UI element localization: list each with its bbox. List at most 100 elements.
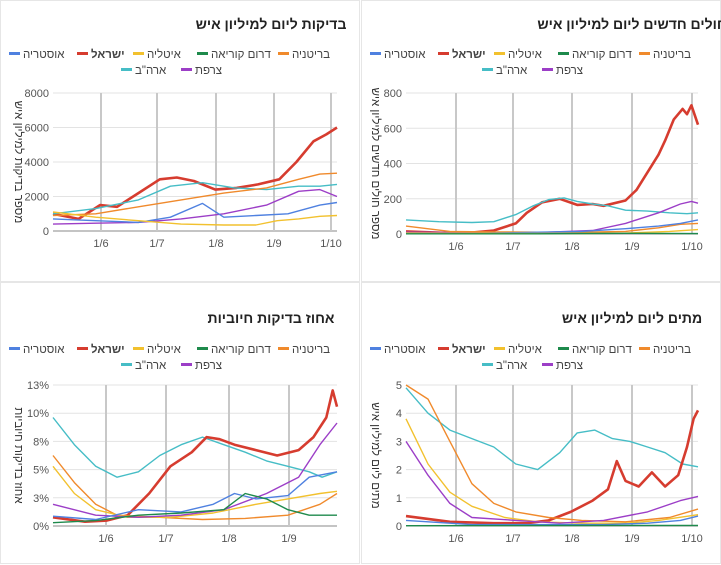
- legend-swatch: [370, 347, 381, 350]
- legend-item: ישראל: [438, 343, 486, 356]
- legend-label: בריטניה: [292, 49, 330, 61]
- legend-label: אוסטריה: [23, 49, 65, 61]
- y-tick-label: 8000: [25, 88, 49, 100]
- y-tick-label: 3%: [33, 493, 49, 505]
- legend-swatch: [197, 347, 208, 350]
- series-line-italy: [406, 419, 698, 523]
- x-tick-label: 1/7: [158, 533, 173, 545]
- legend-label: ישראל: [452, 48, 486, 61]
- legend-label: דרום קוריאה: [211, 344, 272, 356]
- legend-item: בריטניה: [278, 344, 330, 356]
- legend-label: איטליה: [147, 343, 182, 356]
- legend-swatch: [181, 68, 192, 71]
- y-tick-label: 0: [43, 226, 49, 238]
- legend-label: דרום קוריאה: [572, 344, 633, 356]
- legend-item: ישראל: [77, 343, 125, 356]
- legend-swatch: [133, 52, 144, 55]
- legend-item: אוסטריה: [370, 344, 426, 356]
- legend-label: צרפת: [556, 360, 583, 372]
- legend-item: דרום קוריאה: [558, 344, 633, 356]
- series-line-britain: [406, 223, 698, 232]
- legend-item: צרפת: [542, 360, 583, 372]
- y-axis-label: מתים ליום למיליון איש: [369, 402, 382, 508]
- legend-label: ארה"ב: [135, 360, 167, 372]
- legend-swatch: [9, 52, 20, 55]
- legend-item: אוסטריה: [9, 344, 65, 356]
- legend-swatch: [558, 347, 569, 350]
- legend-swatch: [494, 52, 505, 55]
- x-tick-label: 1/7: [505, 533, 520, 545]
- legend-item: בריטניה: [639, 344, 691, 356]
- legend-item: אוסטריה: [9, 49, 65, 61]
- legend-swatch: [197, 52, 208, 55]
- legend-label: ארה"ב: [496, 360, 528, 372]
- legend-item: ארה"ב: [482, 360, 528, 372]
- y-tick-label: 2: [396, 465, 402, 477]
- x-tick-label: 1/8: [221, 533, 236, 545]
- legend-swatch: [482, 363, 493, 366]
- series-line-israel: [53, 390, 337, 521]
- y-tick-label: 5: [396, 380, 402, 392]
- legend-label: בריטניה: [653, 344, 691, 356]
- legend-label: אוסטריה: [384, 49, 426, 61]
- y-tick-label: 6000: [25, 123, 49, 135]
- x-tick-label: 1/9: [266, 238, 281, 250]
- y-tick-label: 10%: [27, 408, 49, 420]
- y-tick-label: 200: [384, 194, 402, 206]
- y-axis-label: מספר בדיקות למיליון איש: [12, 101, 25, 223]
- x-tick-label: 1/10: [681, 533, 702, 545]
- chart-title: מתים ליום למיליון איש: [562, 310, 702, 326]
- legend-item: בריטניה: [278, 49, 330, 61]
- y-tick-label: 4: [396, 408, 402, 420]
- x-tick-label: 1/7: [505, 241, 520, 253]
- legend-item: איטליה: [133, 343, 182, 356]
- x-tick-label: 1/8: [564, 241, 579, 253]
- legend-label: איטליה: [147, 48, 182, 61]
- series-line-israel: [53, 128, 337, 219]
- legend-label: צרפת: [195, 65, 222, 77]
- y-tick-label: 0%: [33, 521, 49, 533]
- legend-item: דרום קוריאה: [558, 49, 633, 61]
- legend-item: ארה"ב: [482, 65, 528, 77]
- x-tick-label: 1/6: [448, 241, 463, 253]
- legend-item: איטליה: [494, 48, 543, 61]
- chart-panel-deaths: מתים ליום למיליון איש אוסטריה ישראל איטליה ד…: [361, 282, 721, 564]
- legend-swatch: [278, 52, 289, 55]
- chart-title: אחוז בדיקות חיוביות: [208, 310, 335, 326]
- legend-swatch: [639, 347, 650, 350]
- legend-label: אוסטריה: [23, 344, 65, 356]
- y-tick-label: 5%: [33, 465, 49, 477]
- series-line-france: [53, 423, 337, 517]
- x-tick-label: 1/10: [320, 238, 341, 250]
- legend-swatch: [9, 347, 20, 350]
- legend-item: בריטניה: [639, 49, 691, 61]
- legend-label: ישראל: [452, 343, 486, 356]
- legend-label: ישראל: [91, 343, 125, 356]
- legend-item: צרפת: [542, 65, 583, 77]
- legend-swatch: [77, 52, 88, 55]
- legend-item: איטליה: [133, 48, 182, 61]
- y-tick-label: 400: [384, 159, 402, 171]
- y-tick-label: 800: [384, 88, 402, 100]
- legend-label: דרום קוריאה: [211, 49, 272, 61]
- y-tick-label: 8%: [33, 436, 49, 448]
- x-tick-label: 1/9: [281, 533, 296, 545]
- y-tick-label: 1: [396, 493, 402, 505]
- legend-item: דרום קוריאה: [197, 344, 272, 356]
- x-tick-label: 1/6: [448, 533, 463, 545]
- legend-swatch: [438, 347, 449, 350]
- legend-swatch: [542, 68, 553, 71]
- legend-swatch: [542, 363, 553, 366]
- x-tick-label: 1/7: [149, 238, 164, 250]
- legend-item: איטליה: [494, 343, 543, 356]
- legend-swatch: [278, 347, 289, 350]
- x-tick-label: 1/9: [624, 241, 639, 253]
- x-tick-label: 1/9: [624, 533, 639, 545]
- series-line-britain: [406, 385, 698, 522]
- legend-swatch: [558, 52, 569, 55]
- chart-panel-positive: אחוז בדיקות חיוביות אוסטריה ישראל איטליה דרו…: [0, 282, 360, 564]
